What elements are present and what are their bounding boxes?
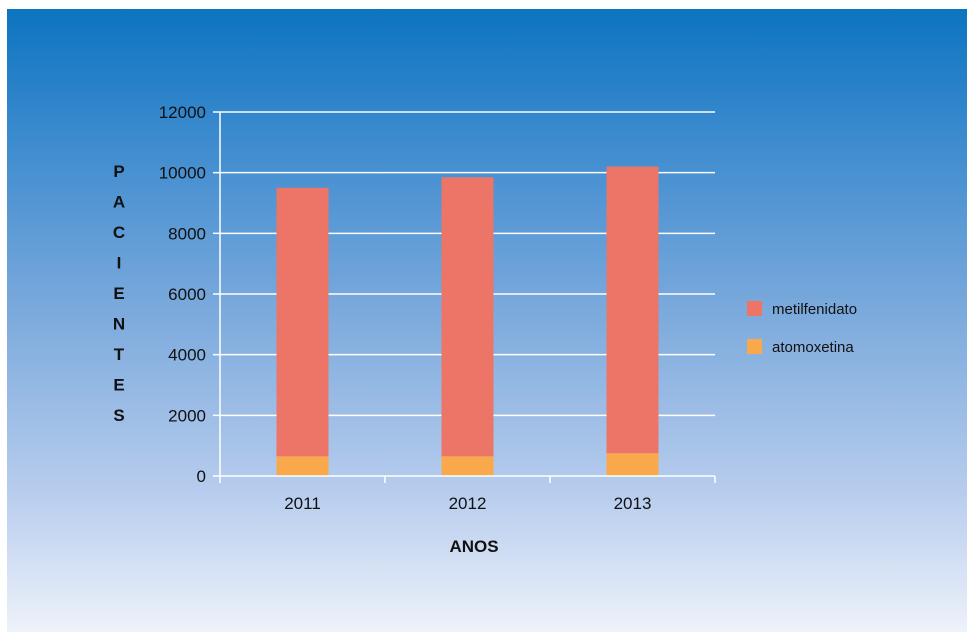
y-tick-label: 6000 xyxy=(168,285,206,304)
bar-metilfenidato-2011 xyxy=(276,187,329,457)
y-axis-title-letter: E xyxy=(113,284,124,303)
bar-atomoxetina-2011 xyxy=(276,456,329,476)
y-axis-title-letter: N xyxy=(113,315,125,334)
y-tick-label: 10000 xyxy=(159,164,206,183)
bar-metilfenidato-2012 xyxy=(441,177,494,457)
legend-label-atomoxetina: atomoxetina xyxy=(772,339,854,356)
bar-atomoxetina-2013 xyxy=(606,453,659,476)
legend-swatch-metilfenidato xyxy=(747,301,762,316)
y-axis-title-letter: E xyxy=(113,376,124,395)
y-axis-title-letter: C xyxy=(113,223,125,242)
y-axis-title-letter: S xyxy=(113,406,124,425)
y-axis-title-letter: T xyxy=(114,345,125,364)
bar-atomoxetina-2012 xyxy=(441,456,494,476)
chart-panel: 0 2000 4000 6000 8000 10000 12000 2011 2012 2013… xyxy=(7,9,967,632)
x-tick-label: 2013 xyxy=(614,494,652,513)
y-axis-title-letter: A xyxy=(113,193,125,212)
legend: metilfenidato atomoxetina xyxy=(747,301,857,356)
y-tick-label: 12000 xyxy=(159,103,206,122)
legend-label-metilfenidato: metilfenidato xyxy=(772,301,857,318)
x-tick-label: 2012 xyxy=(449,494,487,513)
y-tick-label: 0 xyxy=(197,467,206,486)
y-tick-label: 8000 xyxy=(168,224,206,243)
legend-swatch-atomoxetina xyxy=(747,339,762,354)
bar-metilfenidato-2013 xyxy=(606,166,659,454)
x-tick-label: 2011 xyxy=(284,494,321,513)
y-axis-title-letter: I xyxy=(117,254,122,273)
stacked-bar-chart: 0 2000 4000 6000 8000 10000 12000 2011 2012 2013… xyxy=(113,103,857,556)
y-tick-label: 4000 xyxy=(168,346,206,365)
y-tick-label: 2000 xyxy=(168,406,206,425)
y-axis-title-letter: P xyxy=(113,162,124,181)
x-axis-title: ANOS xyxy=(449,537,498,556)
